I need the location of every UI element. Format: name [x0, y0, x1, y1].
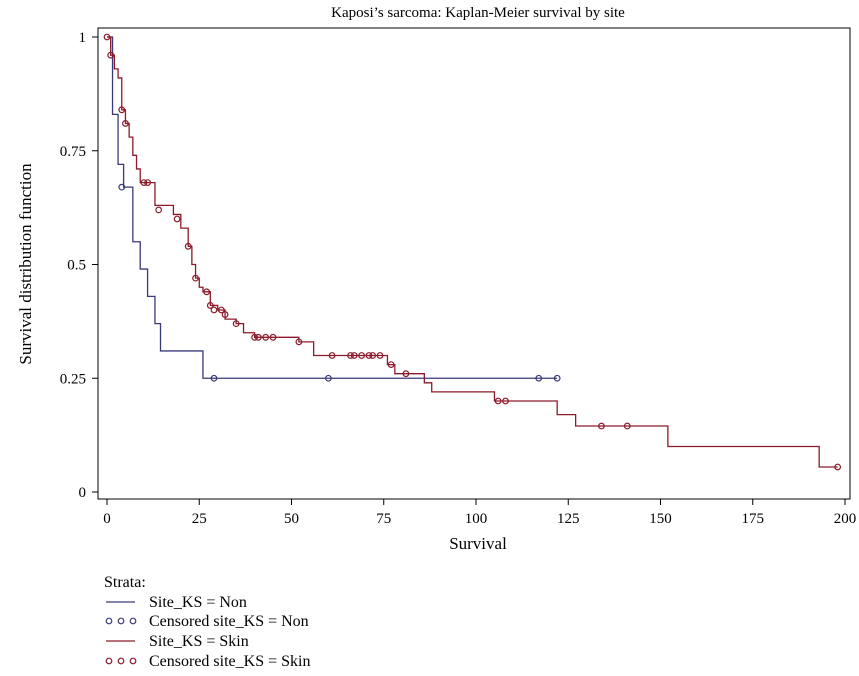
censored-point-skin	[217, 306, 225, 314]
censored-point-skin	[206, 302, 214, 309]
legend-circle-swatch	[129, 617, 137, 625]
censored-point-skin	[269, 333, 277, 341]
x-tick-label: 200	[834, 511, 857, 527]
censored-point-non	[118, 183, 126, 191]
censored-point-skin	[502, 397, 509, 405]
censored-point-skin	[173, 215, 181, 223]
censored-point-skin	[494, 397, 502, 405]
censored-point-skin	[623, 422, 631, 430]
legend-circle-swatch	[117, 617, 125, 625]
x-tick-label: 100	[465, 511, 488, 527]
censored-point-skin	[103, 33, 111, 41]
censored-point-skin	[402, 370, 410, 378]
y-axis-label: Survival distribution function	[16, 163, 35, 365]
censored-point-skin	[376, 352, 384, 359]
censored-point-skin	[262, 333, 270, 341]
legend-circle-swatch	[129, 657, 137, 665]
censored-point-skin	[122, 120, 129, 127]
censored-point-skin	[387, 361, 395, 369]
y-axis: 0 0.25 0.5 0.75 1	[60, 30, 98, 501]
legend-circle-swatch	[105, 657, 113, 665]
x-tick-label: 25	[192, 511, 207, 527]
censored-point-non	[553, 374, 561, 382]
censored-point-skin	[358, 352, 366, 359]
legend-entry-label: Censored site_KS = Skin	[149, 653, 310, 670]
censored-point-skin	[203, 288, 211, 296]
censored-point-non	[325, 374, 332, 382]
legend-entry-label: Site_KS = Non	[149, 594, 247, 611]
x-axis: 0 25 50 75 100 125 150 175 200	[103, 499, 856, 527]
y-tick-label: 0.5	[67, 258, 86, 274]
survival-curve-non	[107, 36, 558, 379]
censored-point-skin	[295, 338, 303, 346]
legend: Strata: Site_KS = Non Censored site_KS = …	[104, 574, 310, 670]
censored-point-skin	[107, 51, 115, 59]
censored-point-skin	[155, 206, 163, 214]
legend-circle-swatch	[117, 657, 125, 665]
censored-point-skin	[328, 352, 336, 359]
survival-curve-skin	[107, 36, 838, 468]
censored-point-skin	[221, 311, 229, 318]
legend-circle-swatch	[105, 617, 113, 625]
censored-point-skin	[350, 352, 358, 359]
censored-point-skin	[232, 320, 240, 328]
censored-point-skin	[184, 242, 192, 250]
censored-point-skin	[192, 274, 199, 282]
series-layer	[103, 33, 842, 471]
legend-entry-label: Site_KS = Skin	[149, 633, 249, 650]
x-tick-label: 175	[742, 511, 765, 527]
x-tick-label: 150	[649, 511, 672, 527]
x-axis-label: Survival	[449, 534, 507, 553]
censored-point-skin	[140, 179, 148, 187]
x-tick-label: 75	[376, 511, 391, 527]
x-tick-label: 50	[284, 511, 299, 527]
x-tick-label: 125	[557, 511, 580, 527]
censored-point-skin	[118, 106, 126, 114]
censored-point-non	[210, 374, 218, 382]
legend-title: Strata:	[104, 574, 146, 591]
censored-point-skin	[834, 463, 842, 471]
chart-title: Kaposi’s sarcoma: Kaplan-Meier survival …	[331, 5, 625, 21]
x-tick-label: 0	[103, 511, 111, 527]
y-tick-label: 1	[79, 30, 87, 46]
censored-point-skin	[210, 306, 218, 314]
censored-point-skin	[369, 352, 377, 359]
censored-point-skin	[251, 333, 259, 341]
censored-point-skin	[347, 352, 354, 359]
censored-point-non	[535, 374, 543, 382]
y-tick-label: 0	[79, 485, 87, 501]
censored-point-skin	[144, 179, 151, 187]
censored-point-skin	[254, 333, 262, 341]
censored-point-skin	[598, 422, 605, 430]
censored-point-skin	[365, 352, 373, 359]
plot-frame	[97, 27, 851, 500]
legend-entry-label: Censored site_KS = Non	[149, 613, 309, 630]
y-tick-label: 0.75	[60, 144, 86, 160]
y-tick-label: 0.25	[60, 371, 86, 387]
